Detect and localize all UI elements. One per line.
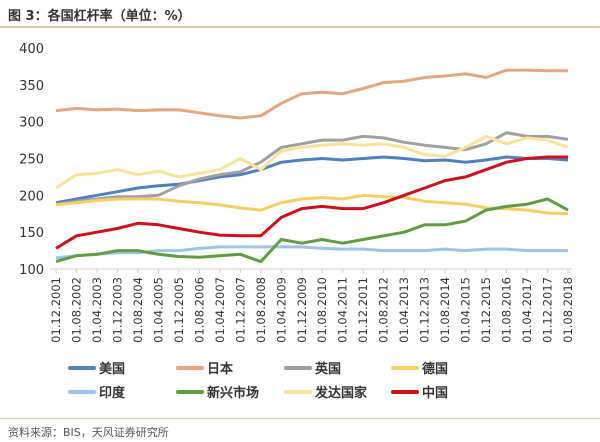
x-tick-label: 01.08.2018 <box>561 277 575 343</box>
y-tick-label: 250 <box>19 153 44 168</box>
legend-label: 中国 <box>422 386 449 401</box>
chart-title: 图 3：各国杠杆率（单位：%） <box>8 9 191 24</box>
x-tick-label: 01.12.2017 <box>541 277 555 343</box>
legend-item: 新兴市场 <box>176 382 259 401</box>
series-lines <box>55 68 569 264</box>
legend-item: 发达国家 <box>284 382 367 401</box>
x-tick-label: 01.08.2014 <box>438 277 452 343</box>
x-tick-label: 01.12.2011 <box>356 277 370 343</box>
x-tick-label: 01.04.2015 <box>459 277 473 343</box>
x-tick-label: 01.08.2004 <box>131 277 145 343</box>
legend-label: 印度 <box>99 386 126 401</box>
x-tick-label: 01.04.2013 <box>397 277 411 343</box>
series-line-7 <box>55 155 568 250</box>
legend-swatch <box>284 365 312 370</box>
x-tick-label: 01.12.2013 <box>418 277 432 343</box>
x-tick-label: 01.04.2005 <box>151 277 165 343</box>
source-note: 资料来源：BIS，天风证券研究所 <box>8 426 169 439</box>
legend-swatch <box>284 389 312 394</box>
legend-swatch <box>68 365 96 370</box>
x-tick-label: 01.12.2015 <box>479 277 493 343</box>
series-line-4 <box>55 245 568 260</box>
legend-item: 印度 <box>68 382 125 401</box>
legend-label: 新兴市场 <box>207 386 260 401</box>
x-tick-label: 01.12.2005 <box>172 277 186 343</box>
legend-item: 英国 <box>284 358 341 377</box>
y-tick-label: 400 <box>19 42 44 57</box>
legend-swatch <box>68 389 96 394</box>
legend-label: 美国 <box>99 362 126 377</box>
legend-swatch <box>391 365 419 370</box>
legend-label: 德国 <box>422 362 449 377</box>
x-tick-label: 01.08.2006 <box>192 277 206 343</box>
legend-item: 中国 <box>391 382 448 401</box>
line-chart: 100 150 200 250 300 350 400 01.12.2001 01.08.20… <box>19 42 575 343</box>
series-line-0 <box>55 155 569 205</box>
y-tick-label: 200 <box>19 189 44 204</box>
title-divider <box>0 26 600 28</box>
x-tick-label: 01.08.2016 <box>500 277 514 343</box>
y-tick-label: 150 <box>19 226 44 241</box>
x-tick-label: 01.08.2002 <box>69 277 83 343</box>
x-tick-label: 01.08.2012 <box>377 277 391 343</box>
series-line-2 <box>55 131 569 206</box>
legend-item: 美国 <box>68 358 125 377</box>
legend-swatch <box>176 365 204 370</box>
x-tick-label: 01.04.2011 <box>336 277 350 343</box>
legend-label: 英国 <box>315 362 342 377</box>
y-tick-label: 300 <box>19 116 44 131</box>
series-line-3 <box>55 193 569 216</box>
x-axis: 01.12.2001 01.08.2002 01.04.2003 01.12.2003… <box>49 268 575 343</box>
x-tick-label: 01.04.2009 <box>274 277 288 343</box>
x-tick-label: 01.04.2007 <box>213 277 227 343</box>
y-axis: 100 150 200 250 300 350 400 <box>19 42 44 278</box>
legend-item: 德国 <box>391 358 448 377</box>
y-tick-label: 350 <box>19 79 44 94</box>
series-line-5 <box>55 197 569 264</box>
series-line-1 <box>55 68 568 120</box>
x-tick-label: 01.12.2007 <box>233 277 247 343</box>
x-tick-label: 01.08.2008 <box>254 277 268 343</box>
x-tick-label: 01.08.2010 <box>315 277 329 343</box>
legend-swatch <box>176 389 204 394</box>
x-tick-label: 01.12.2009 <box>295 277 309 343</box>
legend-swatch <box>391 389 419 394</box>
x-tick-label: 01.04.2003 <box>90 277 104 343</box>
x-tick-label: 01.12.2001 <box>49 277 63 343</box>
legend-label: 发达国家 <box>315 386 368 401</box>
legend-label: 日本 <box>207 362 234 377</box>
source-divider <box>0 418 600 419</box>
series-line-6 <box>55 134 569 190</box>
legend-item: 日本 <box>176 358 233 377</box>
x-tick-label: 01.12.2003 <box>110 277 124 343</box>
y-tick-label: 100 <box>19 263 44 278</box>
x-tick-label: 01.04.2017 <box>520 277 534 343</box>
